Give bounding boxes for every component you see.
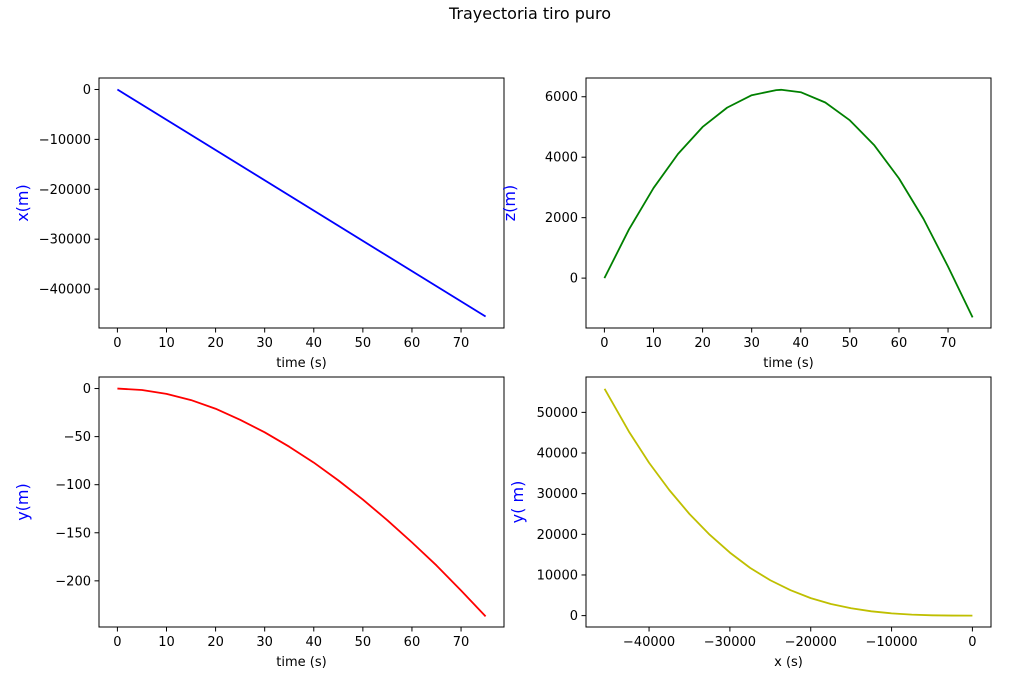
x-tick-label: 40 [305,635,322,650]
y-tick-label: 0 [570,272,578,287]
y-tick-label: 2000 [545,211,578,226]
x-tick-label: 20 [694,336,711,351]
y-tick-label: −20000 [39,183,91,198]
x-tick-label: 10 [645,336,662,351]
x-axis-label: time (s) [763,356,813,371]
x-tick-label: −10000 [865,635,917,650]
x-tick-label: −40000 [623,635,675,650]
y-tick-label: −10000 [39,133,91,148]
x-tick-label: 30 [256,336,273,351]
x-tick-label: 20 [207,336,224,351]
x-tick-label: 30 [256,635,273,650]
subplot-y-vs-x: −40000 −30000 −20000 −10000 0 0 10000 20000 3000… [508,376,992,670]
x-tick-label: 10 [158,635,175,650]
x-tick-label: 60 [891,336,908,351]
y-tick-label: −40000 [39,283,91,298]
y-tick-label: 6000 [545,90,578,105]
y-tick-label: −30000 [39,233,91,248]
y-tick-label: −100 [55,478,91,493]
x-axis-label: time (s) [276,655,326,670]
x-axis-label: x (s) [774,655,803,670]
y-tick-label: −200 [55,574,91,589]
x-tick-label: 40 [305,336,322,351]
x-tick-label: 70 [453,635,470,650]
x-axis-label: time (s) [276,356,326,371]
y-tick-label: 20000 [537,528,578,543]
x-tick-label: −20000 [785,635,837,650]
x-tick-label: 70 [453,336,470,351]
y-tick-label: 30000 [537,487,578,502]
y-tick-label: 0 [83,83,91,98]
y-tick-label: −50 [64,430,91,445]
x-tick-label: 60 [404,336,421,351]
x-tick-label: 30 [743,336,760,351]
y-tick-label: −150 [55,526,91,541]
subplot-z-vs-time: 0 10 20 30 40 50 60 70 0 2000 4000 6000 time (s) z(m) [500,77,992,371]
y-axis-label: x(m) [13,184,32,222]
y-tick-label: 0 [570,609,578,624]
x-tick-label: −30000 [704,635,756,650]
series-line-0 [603,88,974,318]
axes-frame [585,376,992,628]
y-tick-label: 40000 [537,447,578,462]
y-tick-label: 50000 [537,406,578,421]
x-tick-label: 50 [355,635,372,650]
x-tick-label: 50 [842,336,859,351]
y-axis-label: y( m) [508,481,527,524]
y-axis-label: y(m) [13,483,32,521]
y-tick-label: 10000 [537,568,578,583]
subplot-y-vs-time: 0 10 20 30 40 50 60 70 0 −50 −100 −150 −200 time (s) y… [13,376,505,670]
x-tick-label: 10 [158,336,175,351]
x-tick-label: 0 [113,336,121,351]
axes-frame [98,376,505,628]
x-tick-label: 50 [355,336,372,351]
x-tick-label: 70 [940,336,957,351]
figure-title: Trayectoria tiro puro [448,4,611,23]
x-tick-label: 60 [404,635,421,650]
axes-frame [585,77,992,329]
series-line-0 [117,387,487,618]
y-tick-label: 0 [83,382,91,397]
y-axis-label: z(m) [500,185,519,221]
x-tick-label: 0 [113,635,121,650]
x-tick-label: 0 [968,635,976,650]
y-tick-label: 4000 [545,151,578,166]
series-line-0 [603,388,973,617]
x-tick-label: 40 [792,336,809,351]
axes-frame [98,77,505,329]
series-line-0 [116,88,487,318]
x-tick-label: 0 [600,336,608,351]
subplot-x-vs-time: 0 10 20 30 40 50 60 70 0 −10000 −20000 −30000 −40000… [13,77,505,371]
x-tick-label: 20 [207,635,224,650]
